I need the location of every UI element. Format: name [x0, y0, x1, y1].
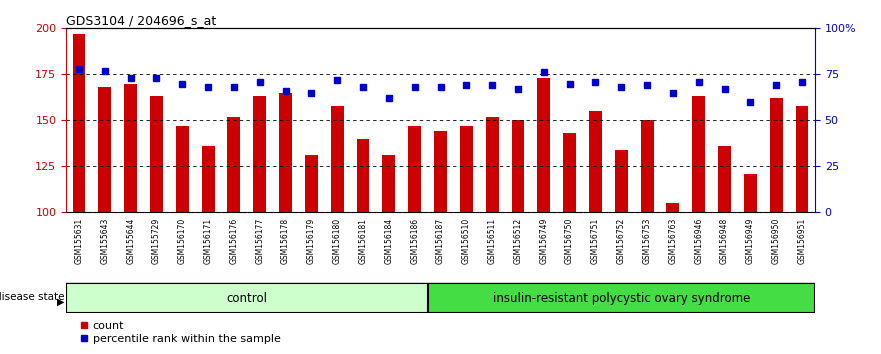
- Text: GSM156510: GSM156510: [462, 218, 470, 264]
- Text: control: control: [226, 292, 267, 305]
- Text: GSM155644: GSM155644: [126, 218, 135, 264]
- Bar: [72, 34, 85, 212]
- Bar: [99, 87, 111, 212]
- Bar: [330, 105, 344, 212]
- Text: GSM156171: GSM156171: [204, 218, 212, 264]
- Text: GSM156948: GSM156948: [720, 218, 729, 264]
- Bar: [744, 174, 757, 212]
- Bar: [615, 150, 627, 212]
- Bar: [124, 84, 137, 212]
- Text: GDS3104 / 204696_s_at: GDS3104 / 204696_s_at: [66, 14, 217, 27]
- Text: GSM156178: GSM156178: [281, 218, 290, 264]
- Text: GSM156179: GSM156179: [307, 218, 316, 264]
- Text: GSM156180: GSM156180: [333, 218, 342, 264]
- Bar: [357, 139, 369, 212]
- Text: ▶: ▶: [57, 297, 65, 307]
- Bar: [382, 155, 396, 212]
- Text: GSM156946: GSM156946: [694, 218, 703, 264]
- Bar: [666, 203, 679, 212]
- Bar: [485, 117, 499, 212]
- Text: GSM156186: GSM156186: [411, 218, 419, 264]
- Text: GSM156951: GSM156951: [797, 218, 806, 264]
- Text: GSM156181: GSM156181: [359, 218, 367, 264]
- Text: GSM155643: GSM155643: [100, 218, 109, 264]
- Text: GSM156176: GSM156176: [229, 218, 239, 264]
- Text: GSM156753: GSM156753: [642, 218, 652, 264]
- Bar: [66, 283, 427, 313]
- Bar: [427, 283, 815, 313]
- Bar: [589, 111, 602, 212]
- Bar: [692, 96, 705, 212]
- Text: GSM156187: GSM156187: [436, 218, 445, 264]
- Bar: [460, 126, 473, 212]
- Text: GSM156177: GSM156177: [255, 218, 264, 264]
- Bar: [150, 96, 163, 212]
- Text: GSM156749: GSM156749: [539, 218, 548, 264]
- Legend: count, percentile rank within the sample: count, percentile rank within the sample: [80, 321, 280, 344]
- Bar: [512, 120, 524, 212]
- Text: GSM156950: GSM156950: [772, 218, 781, 264]
- Text: GSM156949: GSM156949: [746, 218, 755, 264]
- Text: GSM156170: GSM156170: [178, 218, 187, 264]
- Text: GSM156750: GSM156750: [565, 218, 574, 264]
- Bar: [176, 126, 189, 212]
- Text: GSM155631: GSM155631: [75, 218, 84, 264]
- Text: GSM155729: GSM155729: [152, 218, 161, 264]
- Bar: [563, 133, 576, 212]
- Text: GSM156512: GSM156512: [514, 218, 522, 264]
- Bar: [305, 155, 318, 212]
- Text: disease state: disease state: [0, 292, 65, 302]
- Bar: [408, 126, 421, 212]
- Text: insulin-resistant polycystic ovary syndrome: insulin-resistant polycystic ovary syndr…: [492, 292, 750, 305]
- Text: GSM156752: GSM156752: [617, 218, 626, 264]
- Bar: [718, 146, 731, 212]
- Text: GSM156184: GSM156184: [384, 218, 393, 264]
- Bar: [434, 131, 447, 212]
- Bar: [537, 78, 551, 212]
- Bar: [796, 105, 809, 212]
- Bar: [279, 93, 292, 212]
- Text: GSM156751: GSM156751: [591, 218, 600, 264]
- Bar: [254, 96, 266, 212]
- Bar: [227, 117, 241, 212]
- Text: GSM156763: GSM156763: [669, 218, 677, 264]
- Text: GSM156511: GSM156511: [488, 218, 497, 264]
- Bar: [640, 120, 654, 212]
- Bar: [202, 146, 215, 212]
- Bar: [770, 98, 782, 212]
